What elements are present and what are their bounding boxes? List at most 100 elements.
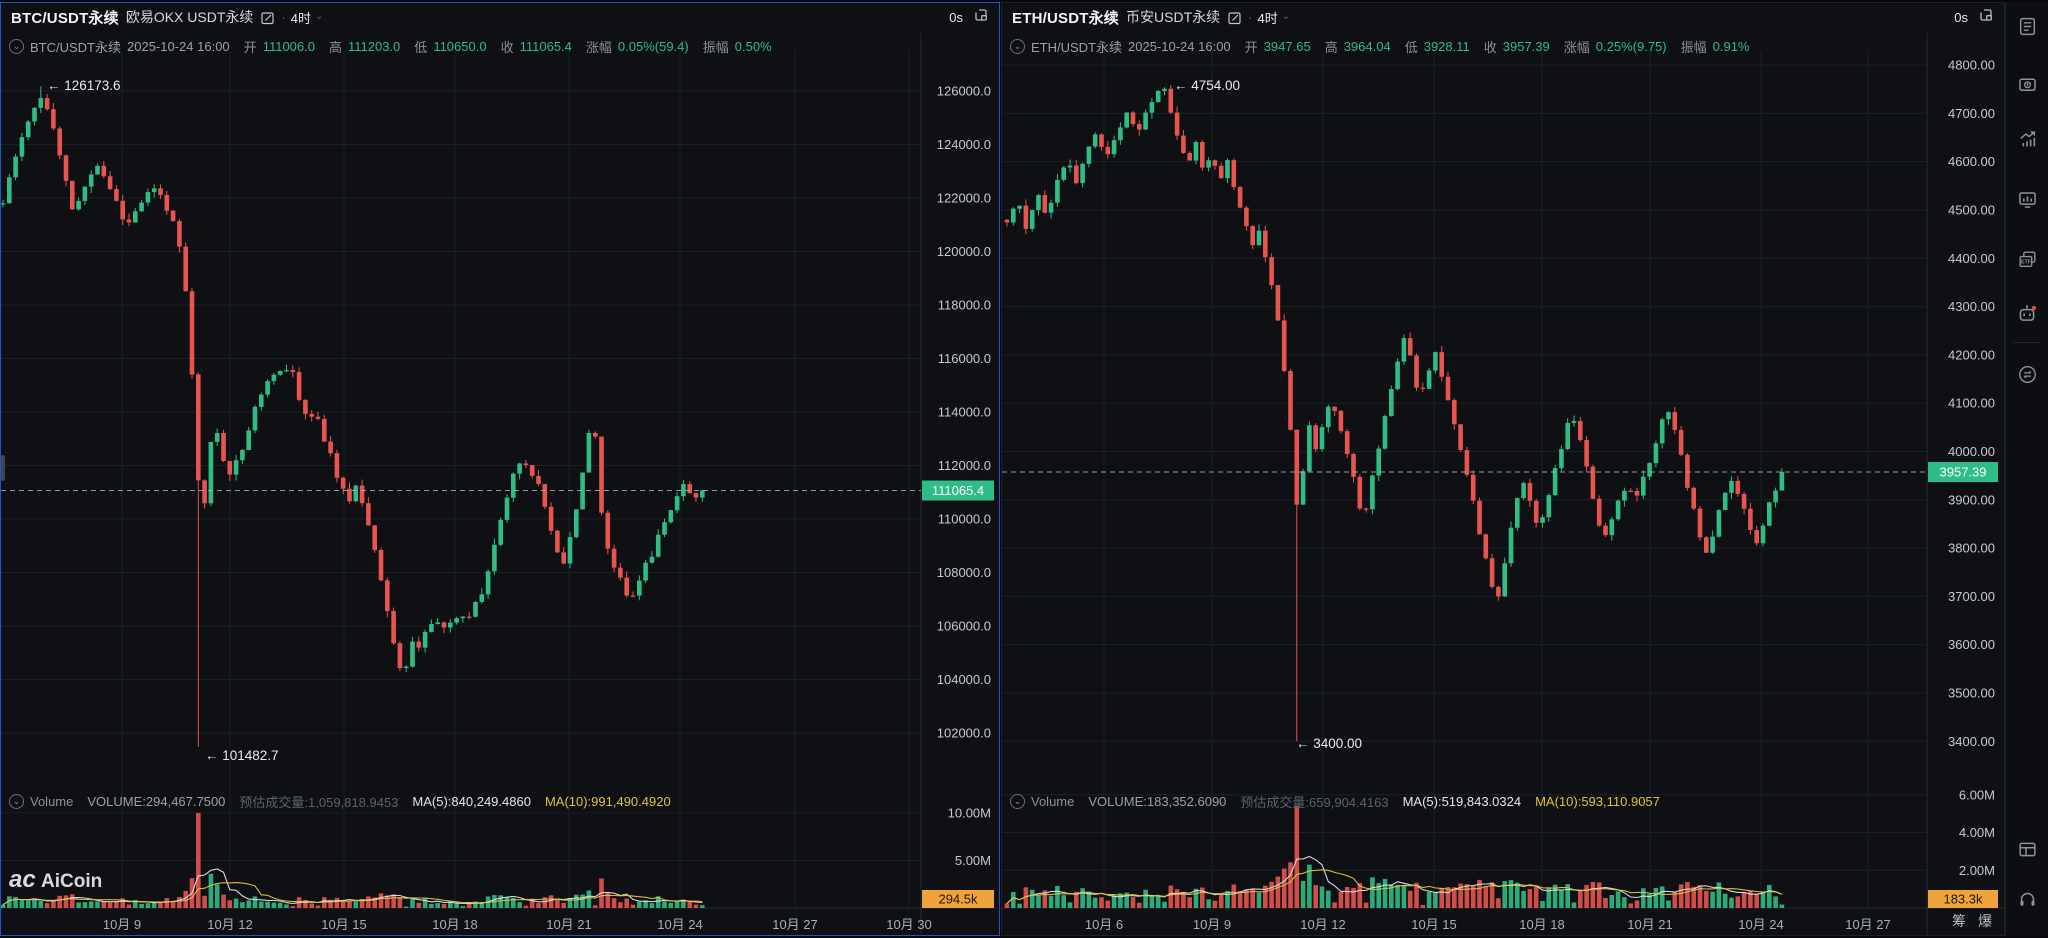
high-label: 高 xyxy=(1324,39,1338,55)
btc-ohlc-info-row: ⌄ BTC/USDT永续 2025-10-24 16:00 开 111006.0 … xyxy=(9,37,772,55)
eth-interval-selector[interactable]: 4时 xyxy=(1257,10,1278,26)
svg-text:10.00M: 10.00M xyxy=(948,805,991,820)
eth-price-chart-svg[interactable]: 3957.39 183.3k 4800.00 4700.00 4600.00 4500.0… xyxy=(1002,3,2006,937)
volume-ma5-value: MA(5):840,249.4860 xyxy=(412,793,531,809)
svg-text:3800.00: 3800.00 xyxy=(1948,541,1995,556)
popout-window-icon[interactable] xyxy=(973,7,989,28)
headset-icon[interactable] xyxy=(2015,887,2039,911)
change-label: 涨幅 xyxy=(1563,39,1590,55)
edit-symbol-icon[interactable] xyxy=(260,10,275,25)
data-screen-icon[interactable] xyxy=(2015,187,2039,211)
svg-text:118000.0: 118000.0 xyxy=(938,298,991,313)
svg-text:110000.0: 110000.0 xyxy=(938,512,991,527)
price-axis-labels[interactable]: 4800.00 4700.00 4600.00 4500.00 4400.00 4300.… xyxy=(1948,58,1995,878)
change-label: 涨幅 xyxy=(585,39,612,55)
open-value: 111006.0 xyxy=(262,38,315,54)
svg-text:6.00M: 6.00M xyxy=(1959,787,1995,802)
time-axis-labels[interactable]: 10月 6 10月 9 10月 12 10月 15 10月 18 10月 21 10月 24… xyxy=(1085,917,1891,932)
collapse-indicator-icon[interactable]: ⌄ xyxy=(9,38,24,54)
svg-text:10月 24: 10月 24 xyxy=(657,917,703,932)
svg-text:114000.0: 114000.0 xyxy=(938,405,991,420)
btc-price-chart-svg[interactable]: 111065.4294.5k126000.0124000.0122000.012… xyxy=(1,3,1001,937)
popout-window-icon[interactable] xyxy=(1978,7,1994,28)
candles xyxy=(1004,84,1785,742)
svg-text:4300.00: 4300.00 xyxy=(1948,299,1995,314)
amplitude-value: 0.91% xyxy=(1712,38,1750,54)
chart-panel-eth[interactable]: 3957.39 183.3k 4800.00 4700.00 4600.00 4500.0… xyxy=(1001,2,2006,937)
header-separator-dot: · xyxy=(281,9,286,25)
open-label: 开 xyxy=(1244,39,1258,55)
amplitude-value: 0.50% xyxy=(734,38,772,54)
svg-text:106000.0: 106000.0 xyxy=(937,619,991,634)
info-symbol: ETH/USDT永续 xyxy=(1031,39,1123,55)
price-axis-labels[interactable]: 126000.0 124000.0 122000.0 120000.0 118000.0… xyxy=(937,83,991,867)
svg-text:10月 9: 10月 9 xyxy=(1193,917,1231,932)
etf-icon[interactable]: ETF xyxy=(2015,247,2039,271)
layout-icon[interactable] xyxy=(2015,837,2039,861)
btc-interval-selector[interactable]: 4时 xyxy=(290,10,311,26)
time-axis-labels[interactable]: 10月 9 10月 12 10月 15 10月 18 10月 21 10月 24 10月 2… xyxy=(103,917,932,932)
high-value: 3964.04 xyxy=(1343,38,1391,54)
high-value: 111203.0 xyxy=(348,38,401,54)
volume-value: VOLUME:183,352.6090 xyxy=(1088,793,1227,809)
svg-text:3900.00: 3900.00 xyxy=(1948,492,1995,507)
news-icon[interactable] xyxy=(2015,14,2039,38)
chip-distribution-button[interactable]: 筹 xyxy=(1952,913,1966,929)
svg-text:102000.0: 102000.0 xyxy=(937,726,991,741)
svg-text:126000.0: 126000.0 xyxy=(937,83,991,98)
svg-text:ETF: ETF xyxy=(2020,259,2031,265)
volume-indicator-name: Volume xyxy=(1031,793,1075,809)
btc-volume-indicator-row: ⌄ Volume VOLUME:294,467.7500 预估成交量:1,059… xyxy=(9,792,671,810)
svg-text:111065.4: 111065.4 xyxy=(932,483,984,498)
interval-caret-icon: ⌄ xyxy=(1281,10,1291,22)
collapse-volume-icon[interactable]: ⌄ xyxy=(9,793,24,809)
eth-exchange-label: 币安USDT永续 xyxy=(1126,9,1221,25)
low-value: 110650.0 xyxy=(433,38,487,54)
svg-text:4.00M: 4.00M xyxy=(1959,825,1995,840)
svg-text:3957.39: 3957.39 xyxy=(1940,465,1987,480)
svg-text:10月 24: 10月 24 xyxy=(1738,917,1784,932)
btc-symbol-title: BTC/USDT永续 xyxy=(11,9,119,27)
svg-text:4200.00: 4200.00 xyxy=(1948,347,1995,362)
low-label: 低 xyxy=(414,39,428,55)
svg-text:← 101482.7: ← 101482.7 xyxy=(205,748,279,763)
toolbar-divider xyxy=(2013,342,2041,343)
svg-text:120000.0: 120000.0 xyxy=(937,244,991,259)
svg-text:3600.00: 3600.00 xyxy=(1948,637,1995,652)
svg-text:10月 21: 10月 21 xyxy=(1627,917,1673,932)
collapse-indicator-icon[interactable]: ⌄ xyxy=(1010,38,1025,54)
svg-text:4100.00: 4100.00 xyxy=(1948,396,1995,411)
svg-text:104000.0: 104000.0 xyxy=(937,672,991,687)
change-value: 0.05%(59.4) xyxy=(617,38,689,54)
svg-text:108000.0: 108000.0 xyxy=(937,565,991,580)
interval-caret-icon: ⌄ xyxy=(314,10,324,22)
volume-tag: 183.3k xyxy=(1928,890,1998,908)
price-annotations: ← 4754.00 ← 3400.00 xyxy=(1174,78,1362,751)
svg-text:4600.00: 4600.00 xyxy=(1948,154,1995,169)
price-annotations: ← 126173.6 ← 101482.7 xyxy=(47,78,279,763)
high-label: 高 xyxy=(328,39,342,55)
svg-text:3700.00: 3700.00 xyxy=(1948,589,1995,604)
volume-bars xyxy=(1004,806,1785,908)
btc-candle-countdown: 0s xyxy=(949,9,963,25)
price-tag: 111065.4 xyxy=(922,480,994,501)
candles xyxy=(1,86,705,747)
price-tag: 3957.39 xyxy=(1928,462,1998,483)
ai-robot-icon[interactable] xyxy=(2015,302,2039,326)
edit-symbol-icon[interactable] xyxy=(1227,10,1242,25)
svg-text:10月 27: 10月 27 xyxy=(1845,917,1891,932)
money-flow-icon[interactable] xyxy=(2015,72,2039,96)
swap-follow-icon[interactable] xyxy=(2015,362,2039,386)
market-trend-icon[interactable] xyxy=(2015,127,2039,151)
pane-resize-handle[interactable] xyxy=(1,455,5,481)
chart-panel-btc[interactable]: 111065.4 294.5k 126000.0 124000.0 122000.0 12… xyxy=(0,2,1001,937)
svg-text:10月 6: 10月 6 xyxy=(1085,917,1123,932)
svg-text:10月 18: 10月 18 xyxy=(1519,917,1565,932)
liquidation-button[interactable]: 爆 xyxy=(1978,913,1992,929)
svg-text:3500.00: 3500.00 xyxy=(1948,685,1995,700)
collapse-volume-icon[interactable]: ⌄ xyxy=(1010,793,1025,809)
eth-volume-indicator-row: ⌄ Volume VOLUME:183,352.6090 预估成交量:659,9… xyxy=(1010,792,1660,810)
svg-text:4700.00: 4700.00 xyxy=(1948,106,1995,121)
svg-text:10月 12: 10月 12 xyxy=(1300,917,1346,932)
